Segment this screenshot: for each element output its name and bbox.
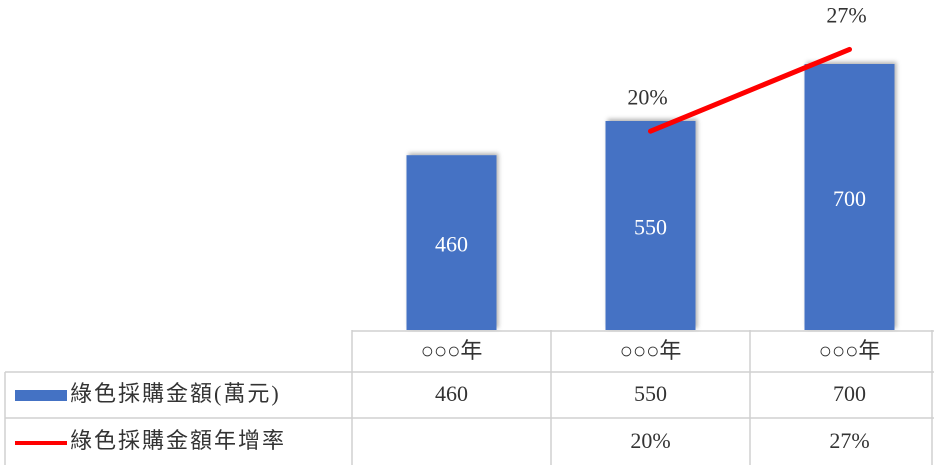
table-value: 20% [630, 428, 670, 453]
line-value-label: 20% [627, 84, 667, 109]
table-value: 27% [829, 428, 869, 453]
table-value: 460 [435, 381, 468, 406]
x-tick-label: ○○○年 [620, 338, 682, 363]
data-table [4, 330, 934, 465]
bar [804, 64, 895, 330]
bar-value-label: 550 [634, 215, 667, 240]
x-tick-label: ○○○年 [421, 338, 483, 363]
legend-swatch [15, 390, 67, 401]
bar [605, 121, 696, 330]
legend-label: 綠色採購金額(萬元) [70, 381, 281, 406]
legend-label: 綠色採購金額年增率 [70, 428, 286, 453]
bar-value-label: 700 [833, 186, 866, 211]
table-value: 550 [634, 381, 667, 406]
table-value: 700 [833, 381, 866, 406]
line [648, 46, 852, 134]
bar [406, 155, 497, 330]
x-tick-label: ○○○年 [819, 338, 881, 363]
line-value-label: 27% [826, 2, 866, 27]
bar-value-label: 460 [435, 232, 468, 257]
